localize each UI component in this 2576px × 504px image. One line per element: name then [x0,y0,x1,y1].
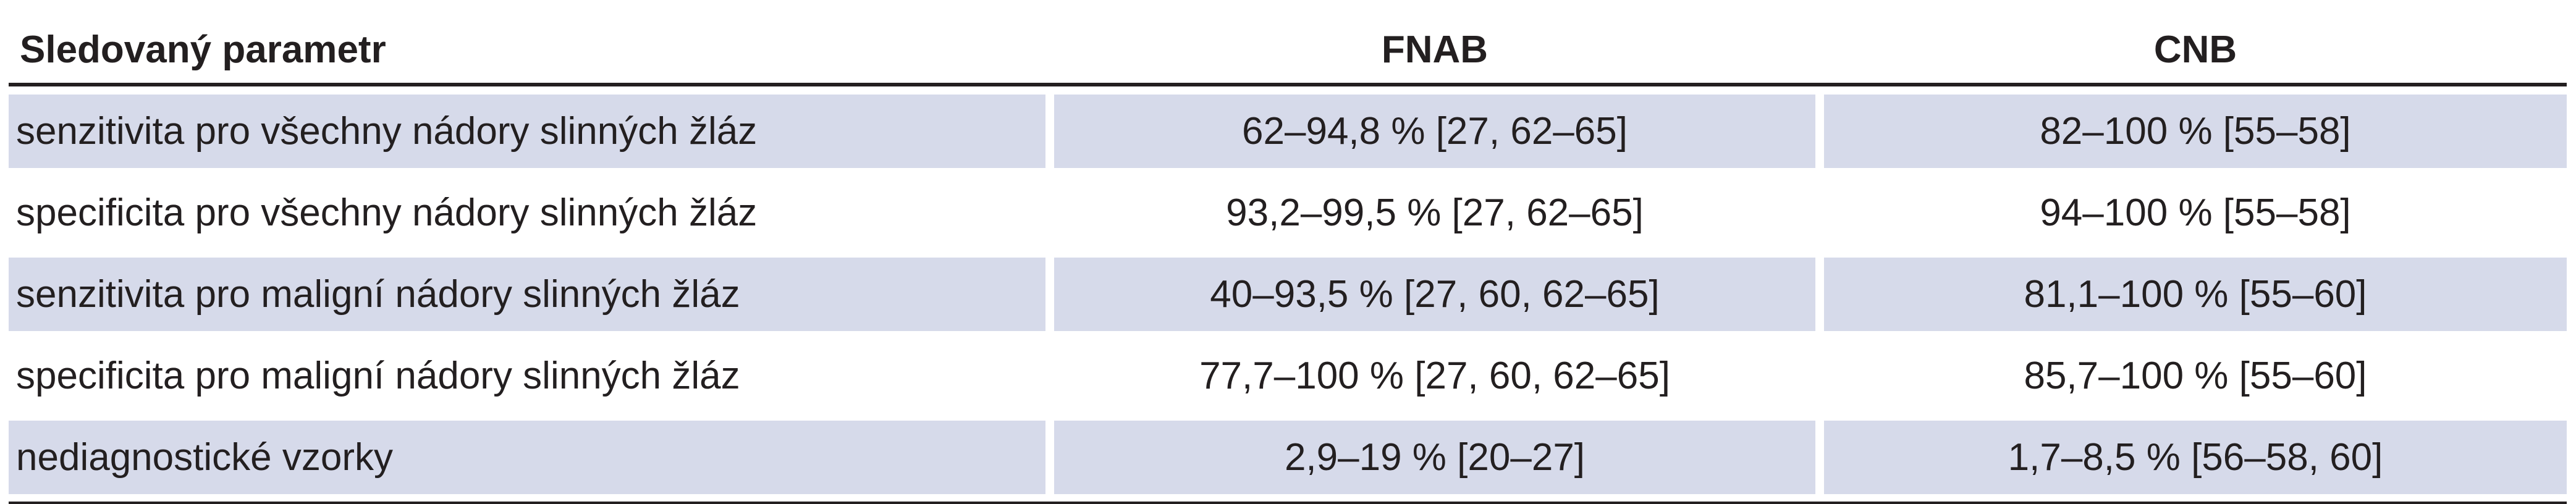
row-parameter: senzitivita pro maligní nádory slinných … [9,258,1045,331]
header-parameter: Sledovaný parametr [20,28,386,71]
row-cnb: 81,1–100 % [55–60] [1824,258,2567,331]
table-header-row: Sledovaný parametr FNAB CNB [9,7,2567,83]
row-cnb: 85,7–100 % [55–60] [1824,339,2567,413]
row-parameter: senzitivita pro všechny nádory slinných … [9,94,1045,168]
row-fnab: 40–93,5 % [27, 60, 62–65] [1054,258,1815,331]
bottom-rule [9,502,2567,504]
row-cnb: 94–100 % [55–58] [1824,176,2567,250]
table-row: specificita pro maligní nádory slinných … [9,339,2567,413]
row-fnab: 93,2–99,5 % [27, 62–65] [1054,176,1815,250]
header-cnb: CNB [2153,28,2237,71]
row-fnab: 2,9–19 % [20–27] [1054,421,1815,494]
row-parameter: specificita pro všechny nádory slinných … [9,176,1045,250]
table-row: nediagnostické vzorky 2,9–19 % [20–27] 1… [9,421,2567,494]
row-parameter: nediagnostické vzorky [9,421,1045,494]
row-cnb: 1,7–8,5 % [56–58, 60] [1824,421,2567,494]
comparison-table: Sledovaný parametr FNAB CNB senzitivita … [9,7,2567,504]
row-cnb: 82–100 % [55–58] [1824,94,2567,168]
header-fnab: FNAB [1381,28,1489,71]
table-row: specificita pro všechny nádory slinných … [9,176,2567,250]
row-fnab: 62–94,8 % [27, 62–65] [1054,94,1815,168]
row-parameter: specificita pro maligní nádory slinných … [9,339,1045,413]
header-rule [9,83,2567,86]
table-row: senzitivita pro maligní nádory slinných … [9,258,2567,331]
row-fnab: 77,7–100 % [27, 60, 62–65] [1054,339,1815,413]
table-row: senzitivita pro všechny nádory slinných … [9,94,2567,168]
